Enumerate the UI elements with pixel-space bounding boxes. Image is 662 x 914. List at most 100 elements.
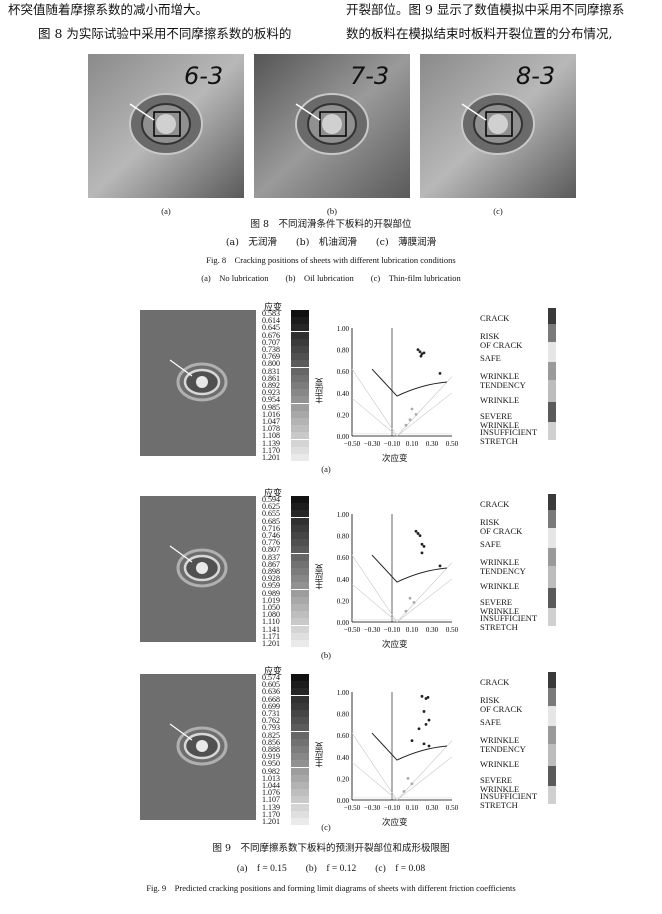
scale-value: 1.019 [262, 595, 280, 605]
legend-item: CRACK [480, 313, 510, 323]
legend-item: SAFE [480, 717, 501, 727]
data-point [420, 551, 424, 555]
legend-item: SEVERE WRINKLE [480, 775, 520, 794]
legend-item: CRACK [480, 499, 510, 509]
fig8-sublabel: (b) [327, 206, 337, 216]
scale-swatch [291, 446, 309, 454]
scale-title: 应变 [264, 303, 283, 313]
scale-value: 0.645 [262, 323, 280, 333]
legend-swatch [548, 786, 556, 804]
legend-item: RISK OF CRACK [480, 331, 523, 350]
y-tick-label: 0.20 [337, 597, 350, 605]
scale-value: 0.959 [262, 581, 280, 591]
legend-swatch [548, 342, 556, 362]
fig8-caption-cn: 图 8 不同润滑条件下板料的开裂部位 [250, 219, 412, 230]
scale-swatch [291, 803, 309, 811]
data-point [422, 710, 426, 713]
y-tick-label: 0.40 [337, 754, 350, 762]
forming-limit-curve [371, 732, 448, 761]
scale-value: 0.923 [262, 388, 280, 398]
y-tick-label: 0.60 [337, 368, 350, 376]
scale-value: 0.837 [262, 552, 280, 562]
scale-value: 0.707 [262, 337, 280, 347]
legend-item: WRINKLE [480, 759, 520, 769]
data-point [438, 371, 442, 375]
scale-value: 0.574 [262, 673, 280, 682]
scale-swatch [291, 510, 309, 518]
scale-swatch [291, 796, 309, 804]
scale-swatch [291, 338, 309, 346]
x-tick-label: 0.30 [426, 440, 439, 448]
data-point [408, 418, 412, 422]
scale-swatch [291, 454, 309, 461]
data-point [438, 564, 442, 568]
scale-value: 0.928 [262, 574, 280, 584]
scale-value: 0.982 [262, 766, 280, 776]
y-tick-label: 0.40 [337, 390, 350, 398]
scale-value: 1.080 [262, 610, 280, 620]
legend-item: SAFE [480, 353, 501, 363]
scale-value: 0.762 [262, 716, 280, 726]
scale-value: 1.201 [262, 817, 280, 826]
y-tick-label: 0.00 [337, 619, 350, 627]
scale-value: 0.793 [262, 723, 280, 733]
scale-value: 0.716 [262, 523, 280, 533]
x-tick-label: −0.50 [344, 440, 361, 448]
y-tick-label: 1.00 [337, 689, 350, 697]
legend-swatch [548, 672, 556, 688]
x-tick-label: 0.10 [406, 804, 419, 812]
scale-swatch [291, 818, 309, 825]
data-point [418, 350, 422, 354]
scale-value: 1.201 [262, 639, 280, 648]
data-point [412, 601, 416, 604]
scale-value: 0.800 [262, 359, 280, 369]
data-point [418, 534, 422, 537]
scale-value: 1.139 [262, 438, 280, 448]
data-point [416, 532, 420, 535]
legend-swatch [548, 380, 556, 402]
data-point [408, 596, 412, 600]
x-tick-label: 0.10 [406, 440, 419, 448]
legend-swatch [548, 706, 556, 726]
y-tick-label: 0.20 [337, 411, 350, 419]
forming-limit-curve [371, 554, 448, 583]
x-tick-label: 0.50 [446, 804, 459, 812]
data-point [427, 744, 431, 748]
sim-image [140, 310, 256, 456]
data-point [410, 782, 414, 786]
scale-value: 0.594 [262, 495, 280, 504]
legend-swatch [548, 308, 556, 324]
x-tick-label: −0.10 [384, 626, 401, 634]
scale-value: 0.676 [262, 330, 280, 340]
fig8-photo: 7-3 [254, 54, 410, 198]
scale-value: 0.831 [262, 366, 280, 376]
y-tick-label: 0.60 [337, 554, 350, 562]
y-tick-label: 1.00 [337, 325, 350, 333]
fld-chart: −0.50 −0.30 −0.10 0.10 0.30 0.50 1.00 0.80 0.60 0… [312, 682, 462, 822]
scale-value: 0.605 [262, 680, 280, 690]
scale-swatch [291, 710, 309, 717]
scale-value: 0.769 [262, 352, 280, 362]
scale-value: 1.047 [262, 417, 280, 426]
scale-swatch [291, 517, 309, 525]
scale-swatch [291, 418, 309, 425]
legend-item: INSUFFICIENT STRETCH [480, 427, 538, 446]
data-point [410, 739, 414, 742]
legend-item: INSUFFICIENT STRETCH [480, 791, 538, 810]
data-point [422, 742, 426, 746]
x-tick-label: −0.10 [384, 804, 401, 812]
data-point [422, 545, 426, 548]
left-text-line-1: 杯突值随着摩擦系数的减小而增大。 [8, 2, 209, 17]
x-tick-label: −0.30 [364, 804, 381, 812]
fig8-photo: 8-3 [420, 54, 576, 198]
legend-item: RISK OF CRACK [480, 517, 523, 536]
scale-swatch [291, 688, 309, 696]
x-tick-label: −0.50 [344, 626, 361, 634]
fig9-sublabel: (a) [321, 464, 331, 474]
scale-swatch [291, 568, 309, 575]
scale-swatch [291, 611, 309, 619]
scale-swatch [291, 432, 309, 440]
legend-swatch [548, 726, 556, 744]
right-text-line-2: 数的板料在模拟结束时板料开裂位置的分布情况, [346, 26, 613, 41]
legend-item: WRINKLE TENDENCY [480, 557, 526, 576]
